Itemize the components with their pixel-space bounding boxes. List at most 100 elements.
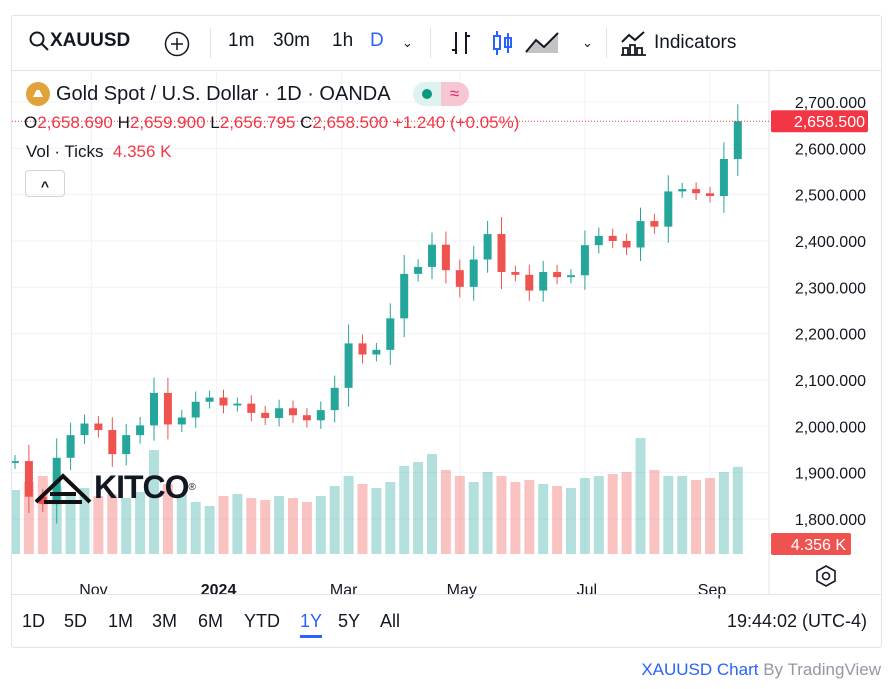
interval-dropdown-chevron-icon[interactable]: ⌄	[402, 35, 413, 50]
price-chart[interactable]: 1,800.000 1,900.000 2,000.000 2,100.000 2,20…	[12, 16, 881, 594]
range-1y[interactable]: 1Y	[300, 611, 323, 638]
range-1m[interactable]: 1M	[108, 611, 134, 631]
volume-bar	[524, 480, 535, 554]
symbol-search[interactable]: XAUUSD	[28, 30, 130, 52]
volume-bar	[371, 488, 382, 554]
candle	[191, 401, 200, 418]
candle	[24, 461, 33, 497]
candle-style-icon[interactable]	[492, 30, 514, 56]
volume-bar	[566, 488, 576, 554]
range-ytd[interactable]: YTD	[244, 611, 280, 631]
ohlc-legend: O2,658.690 H2,659.900 L2,656.795 C2,658.…	[24, 113, 520, 132]
candle	[94, 423, 103, 431]
y-tick-label: 2,500.000	[795, 188, 866, 205]
last-volume-badge	[771, 533, 851, 555]
volume-bar	[691, 480, 702, 554]
last-price-label: 2,658.500	[794, 114, 865, 131]
symbol-title: Gold Spot / U.S. Dollar · 1D · OANDA	[56, 82, 391, 105]
candle	[580, 245, 589, 276]
y-tick-label: 2,300.000	[795, 280, 866, 297]
area-style-icon[interactable]	[524, 30, 560, 56]
candle	[205, 397, 214, 402]
market-open-dot-icon	[421, 89, 432, 99]
change-value: +1.240 (+0.05%)	[392, 113, 520, 132]
chart-style-chevron-icon[interactable]: ⌄	[582, 35, 593, 50]
chart-link[interactable]: XAUUSD Chart	[641, 660, 759, 679]
y-tick-label: 2,200.000	[795, 327, 866, 344]
candle	[539, 272, 548, 291]
interval-d[interactable]: D	[370, 30, 384, 51]
compare-button[interactable]	[164, 31, 190, 57]
candle	[650, 221, 659, 227]
chart-settings-button[interactable]	[815, 565, 837, 592]
candle	[733, 121, 742, 159]
candle	[275, 408, 284, 418]
volume-bar	[385, 482, 396, 554]
candle	[372, 349, 381, 355]
volume-bar	[635, 438, 646, 554]
y-tick-label: 2,000.000	[795, 419, 866, 436]
candle	[567, 275, 575, 278]
candle	[386, 318, 395, 350]
candle	[289, 408, 297, 416]
volume-bar	[329, 486, 340, 554]
range-all[interactable]: All	[380, 611, 401, 631]
volume-bar	[607, 474, 618, 554]
indicators-button[interactable]: Indicators	[620, 30, 736, 56]
range-5d[interactable]: 5D	[64, 611, 88, 631]
volume-bar	[482, 472, 493, 554]
volume-bar	[37, 476, 48, 554]
candle	[38, 496, 47, 505]
volume-bar	[413, 462, 424, 554]
by-tradingview[interactable]: By TradingView	[763, 660, 881, 679]
volume-bar	[315, 496, 326, 554]
volume-legend: Vol · Ticks 4.356 K	[26, 142, 172, 161]
volume-bar	[23, 482, 34, 554]
volume-bar	[288, 498, 298, 554]
y-tick-label: 1,900.000	[795, 466, 866, 483]
clock-timezone[interactable]: 19:44:02 (UTC-4)	[726, 611, 867, 631]
last-price-badge	[771, 110, 868, 133]
volume-bar	[218, 496, 229, 554]
candle	[428, 244, 436, 267]
candle	[719, 158, 728, 197]
volume-bar	[149, 450, 159, 554]
range-5y[interactable]: 5Y	[338, 611, 361, 631]
interval-1h[interactable]: 1h	[332, 30, 354, 51]
volume-bar	[705, 478, 715, 554]
open-value: 2,658.690	[37, 113, 113, 132]
candle	[66, 435, 75, 458]
range-6m[interactable]: 6M	[198, 611, 224, 631]
candle	[622, 240, 631, 248]
volume-bar	[357, 484, 368, 554]
candle	[664, 191, 673, 227]
candle	[150, 392, 158, 426]
interval-1m[interactable]: 1m	[228, 30, 255, 51]
volume-bar	[343, 476, 354, 554]
candle	[302, 415, 311, 421]
market-status-badge[interactable]: ≈	[412, 82, 469, 106]
bar-style-icon[interactable]	[450, 30, 472, 56]
candle	[608, 235, 617, 241]
volume-bar	[440, 470, 451, 554]
candle	[706, 193, 714, 197]
chart-widget: XAUUSD 1m 30m 1h D ⌄ ⌄ Indicators 1,800.…	[11, 15, 882, 648]
volume-bar	[232, 494, 243, 554]
candle	[441, 244, 450, 271]
volume-value: 4.356 K	[112, 142, 172, 161]
candle	[497, 234, 506, 273]
range-3m[interactable]: 3M	[152, 611, 178, 631]
candle	[344, 343, 353, 388]
range-1d[interactable]: 1D	[22, 611, 46, 631]
collapse-legend-button[interactable]: ^	[25, 170, 65, 197]
candle	[511, 272, 520, 275]
credit: XAUUSD Chart By TradingView	[641, 660, 881, 680]
gold-symbol-icon	[26, 82, 50, 106]
volume-bar	[107, 494, 118, 554]
interval-30m[interactable]: 30m	[273, 30, 310, 51]
kitco-logo: KITCO ®	[34, 469, 196, 506]
toolbar: XAUUSD 1m 30m 1h D ⌄ ⌄ Indicators	[12, 16, 881, 71]
candle	[358, 343, 367, 355]
volume-bar	[260, 500, 271, 554]
volume-bar	[246, 498, 257, 554]
